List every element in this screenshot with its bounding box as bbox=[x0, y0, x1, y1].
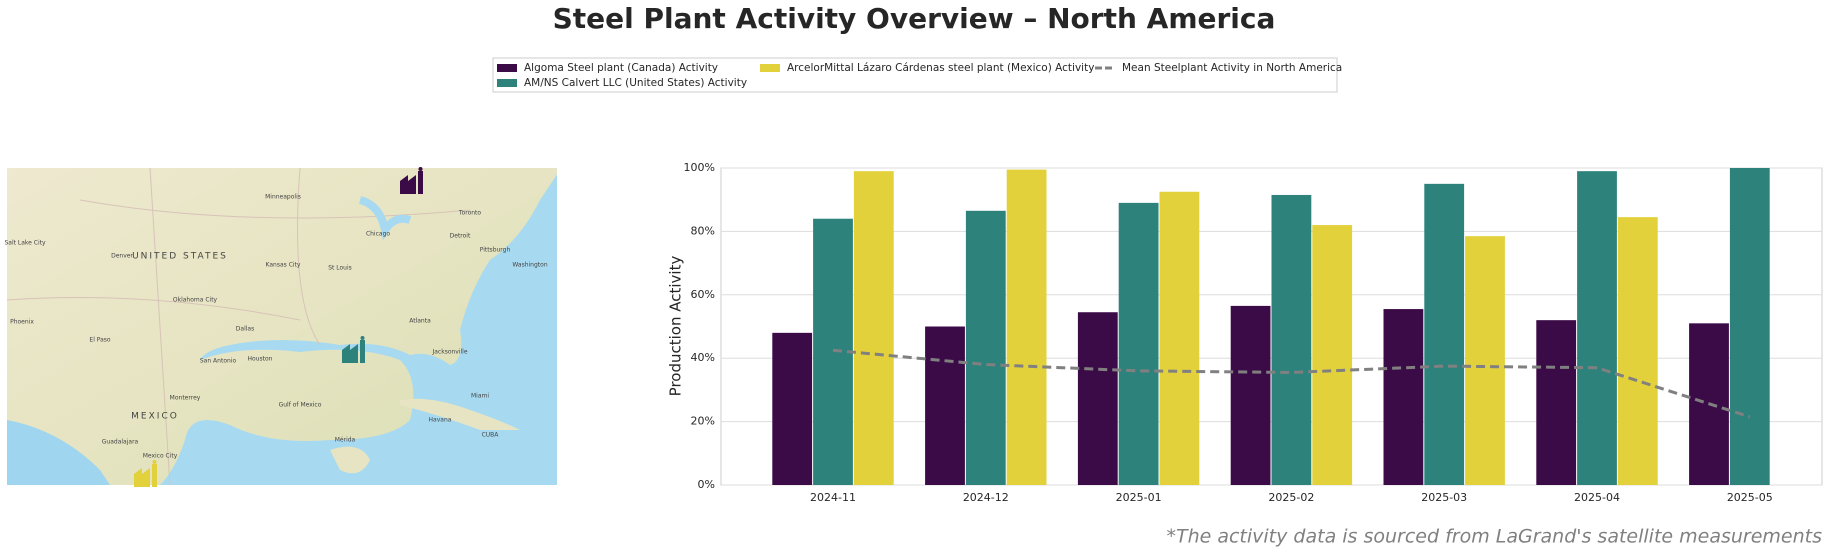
bar bbox=[965, 210, 1006, 486]
map-label: Havana bbox=[429, 417, 452, 424]
map-label: Washington bbox=[512, 262, 547, 269]
map-label: El Paso bbox=[89, 337, 111, 344]
plant-icon bbox=[400, 175, 416, 194]
y-tick-label: 60% bbox=[691, 288, 715, 301]
x-tick-label: 2025-05 bbox=[1727, 491, 1773, 504]
bar bbox=[1383, 309, 1424, 485]
map-label: CUBA bbox=[482, 432, 500, 439]
x-tick-label: 2025-01 bbox=[1116, 491, 1162, 504]
map-label: Phoenix bbox=[10, 319, 34, 326]
legend-label: ArcelorMittal Lázaro Cárdenas steel plan… bbox=[787, 62, 1094, 74]
map-label: Minneapolis bbox=[265, 194, 301, 201]
y-tick-label: 20% bbox=[691, 415, 715, 428]
plant-chimney bbox=[418, 171, 423, 194]
plant-icon bbox=[342, 344, 358, 363]
map-label: Miami bbox=[471, 393, 489, 400]
bar bbox=[1729, 168, 1770, 485]
bar bbox=[853, 171, 894, 486]
bar bbox=[1617, 217, 1658, 485]
bar bbox=[1577, 171, 1617, 486]
map-label: Salt Lake City bbox=[4, 240, 46, 247]
map-label: Dallas bbox=[236, 326, 254, 333]
x-tick-label: 2024-12 bbox=[963, 491, 1009, 504]
plant-dot bbox=[152, 460, 157, 464]
map-label: Mérida bbox=[335, 437, 356, 444]
legend-box bbox=[492, 57, 1338, 93]
y-tick-label: 100% bbox=[684, 161, 715, 174]
map-label: Toronto bbox=[458, 210, 481, 217]
mean-line bbox=[832, 348, 1751, 419]
bar bbox=[1230, 305, 1271, 485]
bar bbox=[925, 326, 965, 485]
plant-dot bbox=[418, 167, 423, 171]
x-tick-label: 2024-11 bbox=[810, 491, 856, 504]
map-label: Kansas City bbox=[266, 262, 301, 269]
bar bbox=[1077, 312, 1118, 485]
plant-chimney bbox=[360, 340, 365, 363]
plant-icon bbox=[134, 468, 150, 487]
bar bbox=[1118, 202, 1159, 485]
legend-label: Algoma Steel plant (Canada) Activity bbox=[524, 62, 718, 74]
bar bbox=[1424, 183, 1465, 485]
legend-label: AM/NS Calvert LLC (United States) Activi… bbox=[524, 77, 747, 89]
bar bbox=[1312, 225, 1353, 485]
map-label: Chicago bbox=[366, 231, 390, 238]
map bbox=[7, 168, 557, 485]
plant-dot bbox=[360, 336, 365, 340]
map-label: Oklahoma City bbox=[173, 297, 218, 304]
x-tick-label: 2025-04 bbox=[1574, 491, 1620, 504]
y-tick-label: 40% bbox=[691, 351, 715, 364]
map-label: Monterrey bbox=[170, 395, 201, 402]
x-tick-label: 2025-02 bbox=[1268, 491, 1314, 504]
map-label: Denver bbox=[111, 253, 133, 260]
y-tick-label: 0% bbox=[698, 478, 715, 491]
map-label: UNITED STATES bbox=[132, 252, 228, 262]
map-label: Mexico City bbox=[143, 453, 178, 460]
legend-swatch bbox=[497, 64, 517, 72]
map-label: Houston bbox=[248, 356, 273, 363]
chart-title: Steel Plant Activity Overview – North Am… bbox=[553, 2, 1276, 35]
bar bbox=[813, 218, 853, 485]
map-label: Pittsburgh bbox=[480, 247, 511, 254]
bar bbox=[1006, 169, 1047, 485]
y-axis-label: Production Activity bbox=[667, 256, 685, 397]
bar bbox=[772, 332, 813, 485]
bar bbox=[1536, 320, 1577, 485]
legend-label: Mean Steelplant Activity in North Americ… bbox=[1122, 62, 1342, 74]
footnote: *The activity data is sourced from LaGra… bbox=[1166, 526, 1822, 548]
legend-swatch bbox=[760, 64, 780, 72]
map-label: San Antonio bbox=[200, 358, 237, 365]
x-tick-label: 2025-03 bbox=[1421, 491, 1467, 504]
map-label: Detroit bbox=[450, 233, 471, 240]
bar bbox=[1465, 236, 1505, 485]
y-tick-label: 80% bbox=[691, 224, 715, 237]
plant-chimney bbox=[152, 464, 157, 487]
map-label: MEXICO bbox=[131, 412, 179, 422]
map-label: Gulf of Mexico bbox=[279, 402, 322, 409]
plant-icons bbox=[134, 167, 423, 487]
map-label: St Louis bbox=[328, 265, 352, 272]
bar bbox=[1159, 191, 1200, 485]
legend-swatch bbox=[497, 79, 517, 87]
map-label: Jacksonville bbox=[431, 349, 467, 356]
map-label: Guadalajara bbox=[102, 439, 139, 446]
bar bbox=[1271, 194, 1312, 485]
map-label: Atlanta bbox=[409, 318, 431, 325]
